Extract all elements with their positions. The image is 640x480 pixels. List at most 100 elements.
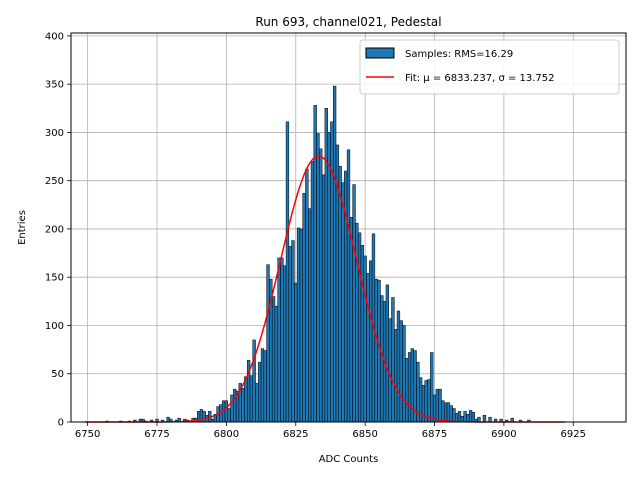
x-tick-label: 6800 bbox=[214, 429, 239, 440]
histogram-bar bbox=[230, 394, 234, 423]
histogram-bar bbox=[338, 165, 342, 423]
histogram-bar bbox=[435, 388, 439, 423]
legend-samples-swatch bbox=[365, 47, 395, 59]
histogram-bar bbox=[280, 257, 284, 423]
histogram-bar bbox=[352, 184, 356, 423]
histogram-bar bbox=[271, 296, 276, 423]
histogram-bar bbox=[443, 402, 448, 423]
x-tick-label: 6875 bbox=[422, 429, 447, 440]
y-tick-label: 50 bbox=[51, 369, 64, 380]
histogram-bar bbox=[446, 402, 451, 423]
y-tick-label: 200 bbox=[45, 224, 64, 235]
histogram-bar bbox=[266, 264, 270, 423]
y-axis-label: Entries bbox=[17, 210, 28, 245]
histogram-bar bbox=[391, 297, 395, 423]
histogram-bar bbox=[277, 257, 281, 423]
histogram-bar bbox=[332, 85, 337, 423]
histogram-bar bbox=[471, 412, 476, 423]
histogram-bar bbox=[305, 168, 309, 423]
chart-title: Run 693, channel021, Pedestal bbox=[255, 15, 441, 29]
histogram-bar bbox=[424, 380, 428, 423]
histogram-bar bbox=[330, 121, 334, 423]
x-tick-label: 6900 bbox=[491, 429, 516, 440]
histogram-bar bbox=[316, 133, 320, 423]
x-tick-label: 6825 bbox=[283, 429, 308, 440]
histogram-bar bbox=[463, 411, 467, 423]
histogram-bar bbox=[410, 348, 414, 423]
y-axis-ticks: 0 50 100 150 200 250 300 350 400 bbox=[45, 31, 71, 429]
y-tick-label: 350 bbox=[45, 80, 64, 91]
histogram-bar bbox=[310, 161, 315, 423]
histogram-bar bbox=[405, 358, 409, 423]
y-tick-label: 0 bbox=[58, 418, 64, 429]
histogram-bar bbox=[288, 246, 292, 423]
histogram-bar bbox=[355, 222, 359, 423]
histogram-bars bbox=[105, 85, 531, 423]
histogram-bar bbox=[227, 408, 231, 423]
histogram-bar bbox=[285, 121, 290, 423]
histogram-bar bbox=[244, 376, 248, 423]
histogram-bar bbox=[349, 217, 353, 423]
histogram-bar bbox=[233, 388, 237, 423]
histogram-bar bbox=[202, 411, 206, 423]
histogram-bar bbox=[241, 387, 245, 423]
histogram-bar bbox=[291, 240, 295, 423]
histogram-bar bbox=[402, 325, 406, 423]
histogram-bar bbox=[313, 105, 317, 423]
y-tick-label: 100 bbox=[45, 321, 64, 332]
histogram-bar bbox=[255, 383, 259, 423]
histogram-bar bbox=[258, 361, 262, 423]
histogram-bar bbox=[324, 108, 328, 423]
histogram-bar bbox=[299, 228, 303, 423]
legend: Samples: RMS=16.29 Fit: μ = 6833.237, σ … bbox=[359, 39, 620, 95]
x-tick-label: 6750 bbox=[75, 429, 100, 440]
y-tick-label: 400 bbox=[45, 31, 64, 42]
histogram-bar bbox=[357, 232, 362, 423]
histogram-bar bbox=[449, 405, 453, 423]
histogram-bar bbox=[388, 318, 392, 423]
histogram-bar bbox=[302, 192, 306, 423]
histogram-bar bbox=[321, 174, 326, 423]
legend-samples-label: Samples: RMS=16.29 bbox=[405, 49, 513, 60]
plot-frame bbox=[70, 32, 627, 423]
y-tick-label: 300 bbox=[45, 128, 64, 139]
histogram-bar bbox=[346, 149, 351, 423]
x-axis-label: ADC Counts bbox=[319, 454, 379, 465]
histogram-bar bbox=[427, 379, 431, 423]
histogram-bar bbox=[224, 400, 229, 423]
x-tick-label: 6925 bbox=[561, 429, 586, 440]
histogram-bar bbox=[366, 273, 370, 423]
x-tick-label: 6850 bbox=[352, 429, 377, 440]
histogram-bar bbox=[252, 339, 256, 423]
histogram-bar bbox=[296, 227, 301, 423]
x-axis-ticks: 6750 6775 6800 6825 6850 6875 6900 6925 bbox=[75, 422, 586, 440]
legend-fit-label: Fit: μ = 6833.237, σ = 13.752 bbox=[405, 73, 555, 84]
histogram-bar bbox=[283, 265, 287, 423]
histogram-bar bbox=[466, 414, 470, 423]
histogram-bar bbox=[319, 148, 323, 423]
histogram-bar bbox=[457, 411, 462, 423]
histogram-bar bbox=[452, 408, 456, 423]
histogram-bar bbox=[369, 260, 373, 423]
histogram-bar bbox=[455, 413, 459, 423]
histogram-bar bbox=[407, 352, 412, 423]
histogram-bar bbox=[438, 388, 442, 423]
histogram-bar bbox=[399, 320, 403, 423]
histogram-bar bbox=[260, 348, 265, 423]
histogram-bar bbox=[430, 352, 434, 423]
y-tick-label: 250 bbox=[45, 176, 64, 187]
histogram-bar bbox=[308, 208, 312, 423]
histogram-bar bbox=[396, 310, 401, 423]
histogram-bar bbox=[341, 182, 345, 423]
histogram-bar bbox=[432, 394, 437, 423]
histogram-bar bbox=[385, 284, 389, 423]
histogram-bar bbox=[327, 132, 331, 423]
x-tick-label: 6775 bbox=[144, 429, 169, 440]
histogram-bar bbox=[344, 170, 348, 423]
histogram-bar bbox=[468, 410, 473, 423]
histogram-bar bbox=[263, 350, 267, 423]
y-tick-label: 150 bbox=[45, 273, 64, 284]
histogram-bar bbox=[374, 278, 378, 423]
histogram-bar bbox=[294, 282, 298, 423]
